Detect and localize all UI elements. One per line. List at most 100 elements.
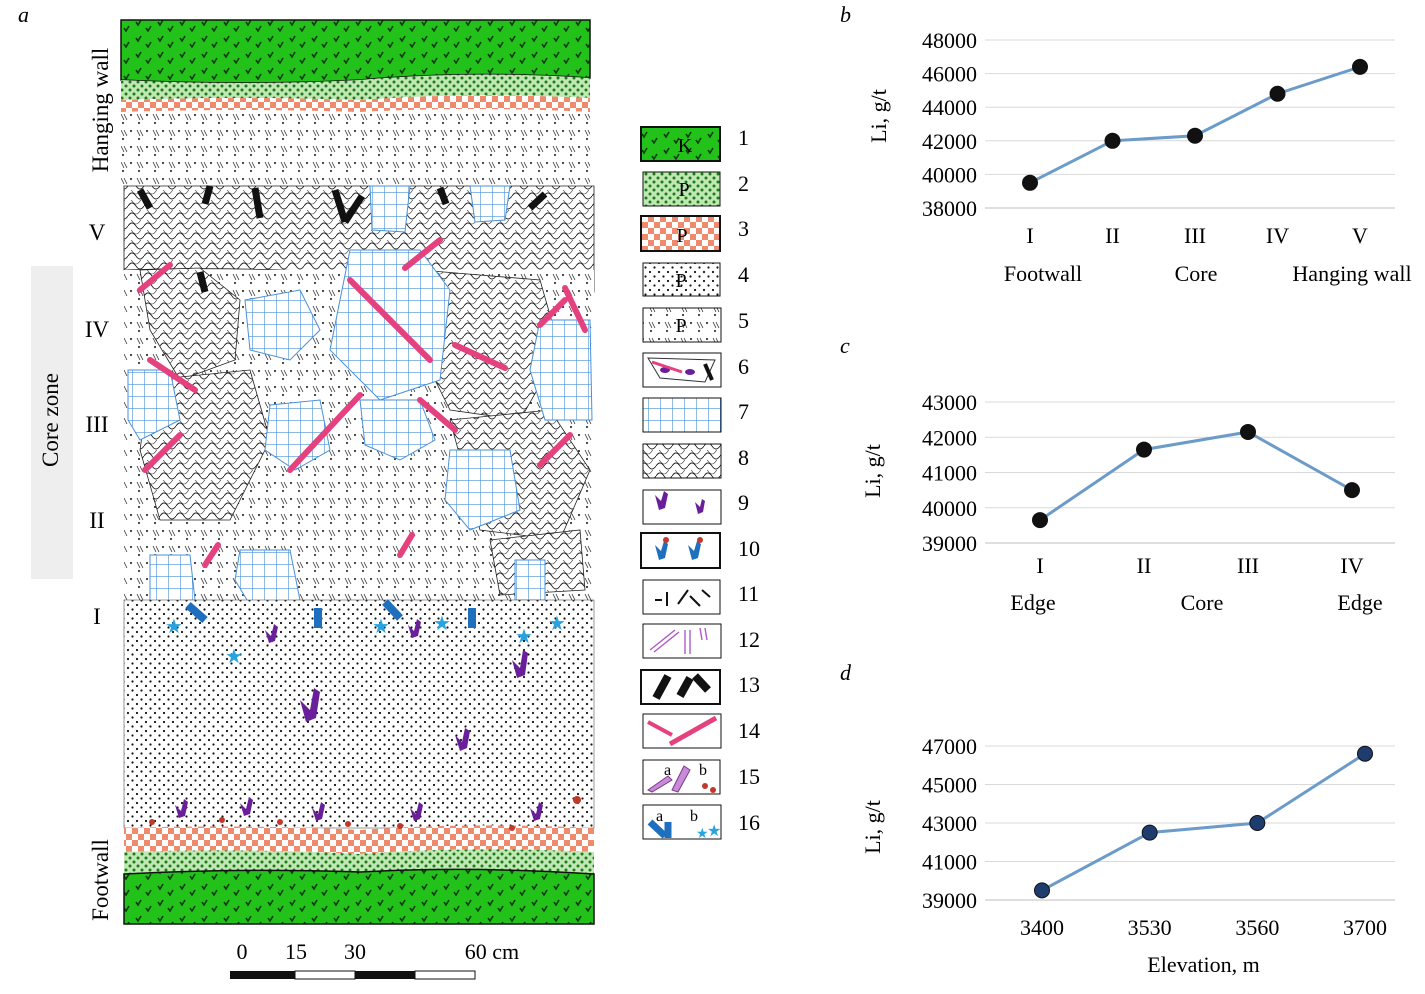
legend-number: 8 xyxy=(738,445,749,470)
series-line xyxy=(1039,430,1353,522)
quartz-block xyxy=(244,289,321,361)
legend-number: 9 xyxy=(738,490,749,515)
legend-swatch-letter: K xyxy=(678,135,693,157)
panel-letter: b xyxy=(840,2,851,27)
legend-swatch-letter: P xyxy=(675,315,686,337)
quartz-block xyxy=(264,399,331,471)
zone-label: II xyxy=(89,508,104,533)
group-label: Hanging wall xyxy=(1292,261,1411,286)
legend-number: 2 xyxy=(738,171,749,196)
legend-number: 11 xyxy=(738,581,759,606)
footwall-dotted-layer xyxy=(124,849,594,874)
y-tick-label: 45000 xyxy=(922,773,977,798)
y-tick-label: 48000 xyxy=(922,28,977,53)
x-tick-label: 3700 xyxy=(1343,915,1387,940)
x-tick-label: II xyxy=(1105,223,1120,248)
legend-sub-label: b xyxy=(690,808,698,825)
svg-text:★: ★ xyxy=(372,616,390,638)
x-tick-label: I xyxy=(1036,553,1043,578)
x-tick-label: 3560 xyxy=(1235,915,1279,940)
series-line xyxy=(1041,752,1366,892)
data-point xyxy=(1344,482,1360,499)
x-tick-label: II xyxy=(1137,553,1152,578)
legend: K 1 P 2 P 3 P 4 P 5 6 7 xyxy=(640,125,760,842)
data-point xyxy=(1352,58,1368,75)
footwall-check-layer xyxy=(124,825,594,854)
footwall-aplite-layer xyxy=(123,599,595,829)
data-point xyxy=(1022,174,1038,191)
scale-tick-label: 15 xyxy=(285,939,307,964)
group-label: Core xyxy=(1175,261,1218,286)
legend-swatch-8 xyxy=(642,443,722,479)
y-tick-label: 39000 xyxy=(922,888,977,913)
legend-swatch-2 xyxy=(642,171,721,207)
panel-letter: c xyxy=(840,333,850,358)
data-point xyxy=(1357,745,1373,762)
group-label: Core xyxy=(1181,590,1224,615)
legend-swatch-1 xyxy=(640,126,721,162)
legend-sub-label: a xyxy=(656,808,663,825)
scale-tick-label: 0 xyxy=(237,939,248,964)
hanging-wall-check-layer xyxy=(121,95,590,112)
y-tick-label: 43000 xyxy=(922,811,977,836)
zone-label: III xyxy=(86,412,109,437)
y-axis-label: Li, g/t xyxy=(860,800,885,854)
hanging-wall-green-layer xyxy=(120,19,591,84)
hanging-wall-dotted-layer xyxy=(121,74,590,100)
core-zone-label: Core zone xyxy=(38,373,63,467)
quartz-block xyxy=(514,559,546,601)
footwall-label: Footwall xyxy=(88,839,113,921)
blue-crystals xyxy=(185,599,476,628)
y-tick-label: 43000 xyxy=(922,390,977,415)
data-point xyxy=(1269,85,1286,102)
legend-number: 7 xyxy=(738,399,749,424)
core-zone-box xyxy=(31,266,73,579)
legend-swatch-7 xyxy=(642,397,722,433)
data-point xyxy=(1141,824,1158,841)
legend-swatch-11 xyxy=(642,579,721,615)
zone-label: V xyxy=(89,220,106,245)
y-axis-label: Li, g/t xyxy=(866,89,891,143)
x-tick-label: V xyxy=(1352,223,1368,248)
lepidolite-marks xyxy=(175,619,543,821)
zone-label: IV xyxy=(85,317,110,342)
quartz-block xyxy=(444,449,521,531)
quartz-block xyxy=(369,185,411,233)
data-point xyxy=(1034,882,1050,899)
x-tick-label: 3530 xyxy=(1128,915,1172,940)
svg-text:★: ★ xyxy=(225,646,243,668)
legend-number: 6 xyxy=(738,354,749,379)
legend-swatch-9 xyxy=(642,489,722,525)
data-point xyxy=(1104,132,1121,149)
y-tick-label: 41000 xyxy=(922,461,977,486)
legend-swatch-letter: P xyxy=(676,225,687,247)
panel-a-letter: a xyxy=(18,2,29,27)
legend-swatch-15: a b xyxy=(642,759,721,795)
star-marks: ★ ★ ★ ★ ★ ★ xyxy=(165,613,566,668)
data-point xyxy=(1032,512,1048,529)
legend-number: 16 xyxy=(738,810,760,835)
legend-number: 13 xyxy=(738,672,760,697)
hanging-wall-label: Hanging wall xyxy=(88,48,113,173)
panel-a: a Hanging wall Core zone Footwall V IV I… xyxy=(18,2,760,980)
x-tick-label: III xyxy=(1237,553,1259,578)
svg-text:★: ★ xyxy=(548,613,566,635)
legend-swatch-5 xyxy=(642,307,722,343)
black-crystals xyxy=(136,185,548,293)
svg-text:★: ★ xyxy=(707,823,721,840)
series-line xyxy=(1029,65,1361,185)
data-point xyxy=(1249,815,1266,831)
legend-swatch-13 xyxy=(640,669,721,705)
y-tick-label: 40000 xyxy=(922,162,977,187)
zone-label: I xyxy=(93,604,101,629)
legend-swatch-3 xyxy=(640,215,721,252)
spodumene-laths xyxy=(137,237,588,568)
legend-swatch-letter: P xyxy=(678,179,689,201)
legend-swatch-4 xyxy=(642,262,721,297)
y-axis-label: Li, g/t xyxy=(860,444,885,498)
legend-swatch-6 xyxy=(642,352,722,388)
quartz-block xyxy=(359,399,436,461)
legend-number: 14 xyxy=(738,718,760,743)
